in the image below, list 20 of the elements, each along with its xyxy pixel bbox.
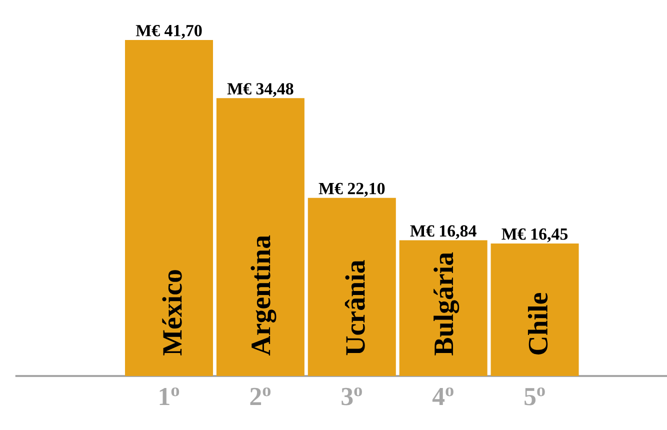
bar [125, 40, 214, 376]
annotation: Ucrânia [344, 260, 365, 356]
annotation: Chile [528, 292, 548, 354]
x-tick-label: 4$^{o}$ [432, 388, 454, 406]
x-tick-label: 1$^{o}$ [160, 388, 180, 406]
annotation: Argentina [250, 235, 276, 356]
bar [216, 98, 304, 376]
bar [308, 198, 396, 376]
annotation: Bulgária [434, 252, 460, 356]
x-tick-label: 3$^{o}$ [342, 388, 362, 406]
annotation: México [162, 270, 182, 356]
bar [399, 240, 488, 376]
data-label: M€ 41,70 [136, 24, 202, 39]
x-tick-label: 5$^{o}$ [524, 388, 545, 406]
data-label: M€ 16,84 [410, 225, 476, 240]
data-label: M€ 16,45 [502, 228, 568, 242]
bar [490, 243, 579, 376]
data-label: M€ 22,10 [318, 182, 385, 197]
data-label: M€ 34,48 [227, 83, 294, 97]
x-tick-label: 2$^{o}$ [250, 388, 271, 406]
